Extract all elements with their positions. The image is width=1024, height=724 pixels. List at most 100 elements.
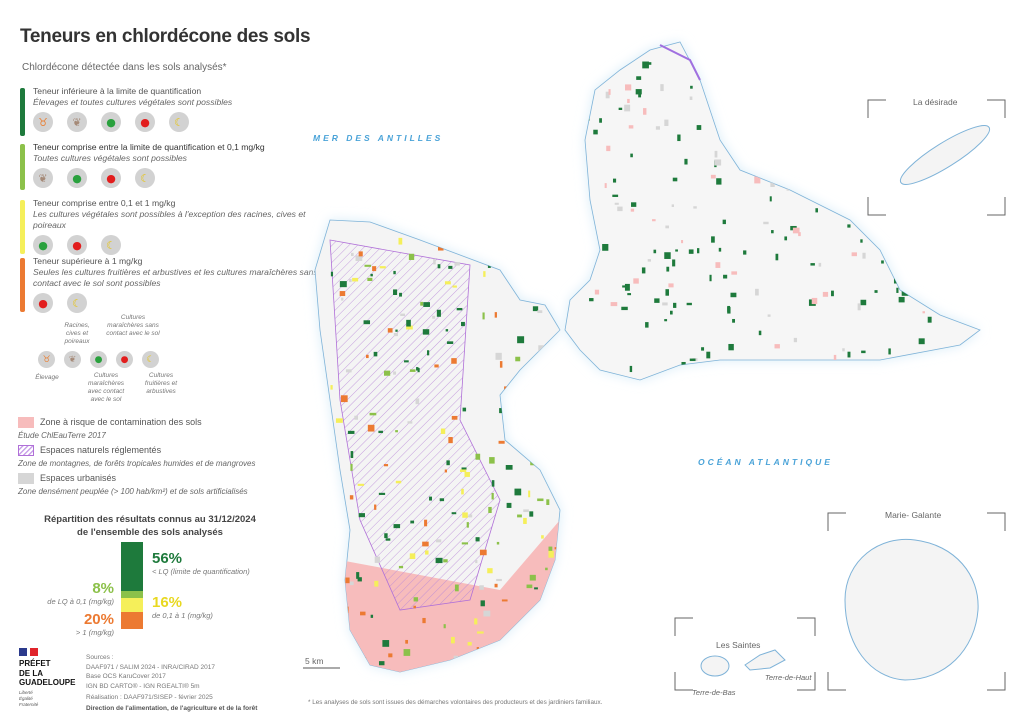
parcel [357, 577, 362, 582]
parcel [384, 533, 388, 539]
parcel [548, 546, 553, 552]
parcel [356, 572, 360, 579]
parcel [922, 311, 925, 314]
parcel [406, 319, 411, 327]
parcel [931, 283, 935, 288]
parcel [488, 506, 492, 514]
parcel [530, 460, 536, 466]
parcel [797, 52, 801, 57]
parcel [522, 625, 530, 630]
parcel [706, 351, 711, 359]
parcel [722, 219, 726, 225]
parcel [842, 80, 850, 88]
parcel [803, 106, 806, 110]
parcel [716, 178, 722, 185]
parcel [474, 618, 478, 625]
parcel [612, 194, 619, 197]
parcel [654, 298, 660, 303]
parcel [422, 329, 430, 335]
parcel [359, 657, 367, 664]
parcel [822, 291, 829, 297]
parcel [718, 247, 722, 252]
parcel [643, 108, 647, 115]
parcel [435, 539, 442, 543]
parcel [479, 549, 487, 556]
layer-label: Zone à risque de contamination des sols [40, 417, 202, 427]
parcel [655, 126, 660, 130]
layer-desc: Zone de montagnes, de forêts tropicales … [18, 459, 256, 469]
parcel [815, 208, 818, 213]
parcel [884, 240, 888, 245]
parcel [690, 85, 693, 89]
label-marie-galante: Marie- Galante [885, 510, 942, 520]
parcel [385, 538, 391, 541]
parcel [498, 259, 501, 266]
class-desc: Toutes cultures végétales sont possibles [33, 153, 320, 164]
parcel [515, 413, 521, 416]
parcel [633, 278, 639, 284]
parcel [798, 232, 801, 237]
parcel [741, 82, 747, 89]
parcel [848, 135, 855, 142]
parcel [331, 569, 339, 574]
parcel [793, 337, 798, 343]
tomato-icon: ● [67, 235, 87, 255]
distribution-stacked-bar [121, 542, 143, 629]
parcel [971, 250, 975, 254]
parcel [537, 498, 544, 502]
risk-zone-swatch [18, 417, 34, 429]
sea-label-antilles: MER DES ANTILLES [313, 133, 444, 143]
parcel [631, 202, 637, 207]
logo-line: PRÉFET [19, 659, 51, 668]
parcel [732, 318, 736, 323]
parcel [843, 113, 851, 118]
scale-label: 5 km [305, 656, 324, 666]
parcel [847, 224, 851, 228]
parcel [729, 127, 733, 135]
parcel [558, 654, 560, 661]
parcel [670, 310, 673, 315]
parcel [696, 66, 699, 71]
tomato-icon: ● [33, 293, 53, 313]
parcel [475, 453, 481, 460]
parcel [374, 504, 377, 510]
parcel [572, 163, 578, 168]
page-title: Teneurs en chlordécone des sols [20, 26, 311, 47]
parcel [696, 125, 702, 130]
parcel [423, 302, 430, 307]
parcel [627, 98, 630, 104]
parcel [399, 292, 402, 297]
parcel [483, 610, 491, 617]
class-desc: Élevages et toutes cultures végétales so… [33, 97, 320, 108]
parcel [437, 264, 441, 269]
parcel [681, 361, 686, 365]
parcel [374, 556, 381, 563]
parcel [440, 428, 446, 434]
parcel [952, 56, 959, 64]
parcel [668, 283, 674, 288]
parcel [514, 488, 522, 496]
class-desc-text: Les cultures végétales sont possibles à … [33, 209, 306, 230]
parcel [750, 69, 758, 75]
parcel [892, 186, 898, 193]
parcel [620, 50, 627, 53]
distribution-title: Répartition des résultats connus au 31/1… [0, 513, 300, 539]
parcel [895, 50, 902, 55]
class-desc-text: Toutes cultures végétales sont possibles [33, 153, 187, 163]
parcel [642, 61, 649, 69]
parcel [581, 208, 587, 214]
parcel [612, 50, 616, 57]
parcel [363, 320, 371, 325]
parcel [409, 369, 416, 372]
parcel [499, 361, 503, 368]
parcel [491, 480, 495, 487]
layer-urban: Espaces urbanisés [18, 473, 318, 485]
parcel [351, 252, 354, 257]
parcel [382, 640, 390, 647]
parcel [475, 537, 480, 542]
parcel [777, 70, 785, 76]
icon-key: Élevage Racines, cives et poireaux Cultu… [30, 314, 190, 406]
parcel [528, 490, 531, 498]
parcel [857, 303, 861, 311]
parcel [448, 265, 453, 269]
